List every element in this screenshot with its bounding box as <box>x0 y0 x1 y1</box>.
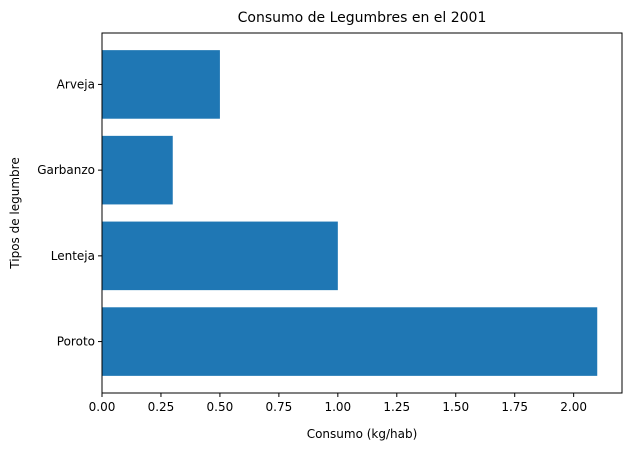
bar-poroto <box>102 307 598 376</box>
x-tick-label: 0.75 <box>266 400 293 414</box>
plot-area-frame <box>101 32 623 394</box>
x-tick-label: 1.75 <box>501 400 528 414</box>
x-axis-label: Consumo (kg/hab) <box>307 427 418 441</box>
x-tick-label: 2.00 <box>560 400 587 414</box>
x-tick-label: 0.00 <box>89 400 116 414</box>
y-tick-label: Poroto <box>57 335 95 349</box>
x-tick-label: 1.00 <box>324 400 351 414</box>
y-axis-label: Tipos de legumbre <box>8 157 22 269</box>
x-tick-label: 0.50 <box>207 400 234 414</box>
y-tick-label: Lenteja <box>51 249 95 263</box>
bars-group <box>102 50 598 376</box>
x-tick-label: 1.25 <box>383 400 410 414</box>
x-axis-ticks: 0.00 0.25 0.50 0.75 1.00 1.25 1.50 1.75 2.00 <box>89 393 587 414</box>
chart-title: Consumo de Legumbres en el 2001 <box>238 10 487 26</box>
x-tick-label: 1.50 <box>442 400 469 414</box>
bar-arveja <box>102 50 220 119</box>
bar-garbanzo <box>102 135 173 205</box>
y-tick-label: Garbanzo <box>37 163 95 177</box>
bar-lenteja <box>102 221 338 291</box>
y-axis-ticks: Poroto Lenteja Garbanzo Arveja <box>37 77 102 349</box>
x-tick-label: 0.25 <box>148 400 175 414</box>
y-tick-label: Arveja <box>57 77 95 91</box>
